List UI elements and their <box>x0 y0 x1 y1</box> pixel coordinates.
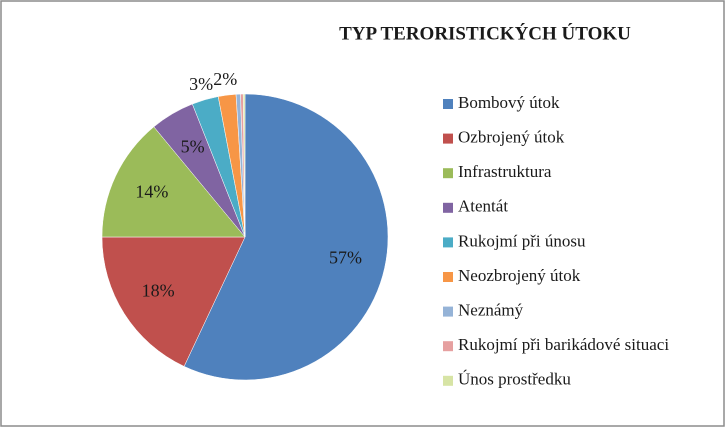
legend-label: Neozbrojený útok <box>458 266 581 285</box>
legend-marker <box>443 168 453 179</box>
data-label: 3% <box>189 74 213 94</box>
pie-slice <box>242 93 246 238</box>
legend-label: Únos prostředku <box>458 370 571 389</box>
data-label: 5% <box>181 137 205 157</box>
legend-label: Rukojmí při únosu <box>458 231 586 250</box>
legend-label: Bombový útok <box>458 93 560 112</box>
data-label: 2% <box>213 69 237 89</box>
legend-marker <box>443 341 453 352</box>
legend-marker <box>443 99 453 109</box>
legend-label: Atentát <box>458 197 508 216</box>
pie-slice <box>101 236 246 367</box>
legend-label: Rukojmí při barikádové situaci <box>458 335 669 354</box>
data-label: 18% <box>142 280 175 300</box>
legend-label: Infrastruktura <box>458 162 552 181</box>
legend-label: Neznámý <box>458 301 524 320</box>
legend-marker <box>443 375 453 386</box>
data-label: 14% <box>135 181 168 201</box>
pie-slice <box>101 126 246 238</box>
legend-marker <box>443 306 453 317</box>
legend-label: Ozbrojený útok <box>458 128 565 147</box>
legend-marker <box>443 133 453 144</box>
chart-title: TYP TERORISTICKÝCH ÚTOKU <box>339 22 631 44</box>
pie-slice <box>183 93 389 381</box>
legend-marker <box>443 237 453 248</box>
data-label: 57% <box>329 248 362 268</box>
legend-marker <box>443 272 453 282</box>
legend-marker <box>443 202 453 213</box>
